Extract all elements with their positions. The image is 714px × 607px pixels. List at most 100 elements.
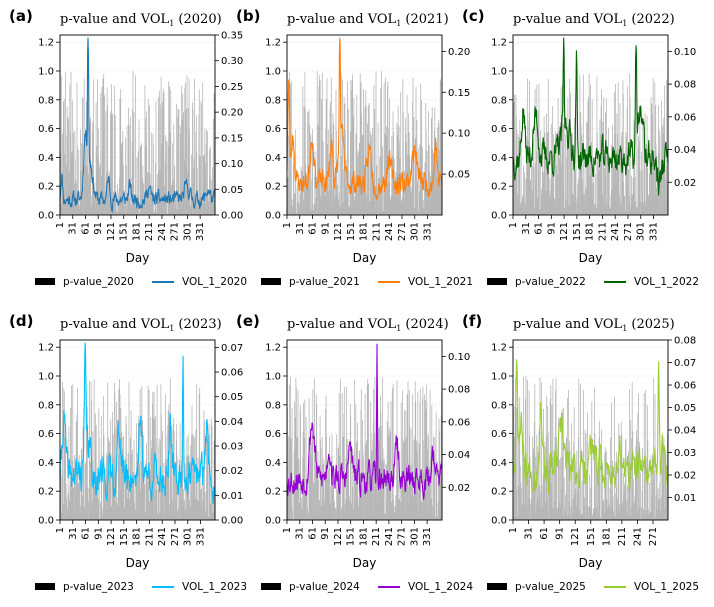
title-subscript: 1 bbox=[169, 324, 174, 333]
axes-frame bbox=[512, 34, 669, 216]
right-tick-label: 0.06 bbox=[221, 368, 243, 379]
left-tick-label: 0.0 bbox=[265, 516, 281, 527]
left-tick-label: 1.2 bbox=[491, 38, 507, 49]
right-tick-label: 0.00 bbox=[221, 211, 243, 222]
x-tick-label: 151 bbox=[119, 527, 130, 546]
vol-line bbox=[512, 359, 669, 495]
x-tick-label: 61 bbox=[80, 222, 91, 235]
x-tick-label: 241 bbox=[384, 527, 395, 546]
left-tick-label: 0.6 bbox=[491, 124, 507, 135]
axes-frame bbox=[286, 34, 443, 216]
panel-4: 0.0 0.2 0.4 0.6 0.8 1.0 1.2 0.00 0.01 0.02 0.03 0.0… bbox=[9, 312, 247, 593]
x-tick-label: 181 bbox=[132, 527, 143, 546]
title-main: p-value and VOL bbox=[513, 12, 623, 27]
left-tick-label: 1.0 bbox=[265, 67, 281, 78]
panel-6: 0.0 0.2 0.4 0.6 0.8 1.0 1.2 0.01 0.02 0.03 0.04 0.0… bbox=[462, 312, 699, 593]
legend-label-pvalue: p-value_2020 bbox=[63, 276, 134, 288]
x-tick-label: 301 bbox=[410, 222, 421, 241]
x-tick-label: 211 bbox=[617, 527, 628, 546]
left-tick-label: 0.4 bbox=[265, 458, 281, 469]
left-tick-label: 0.4 bbox=[38, 458, 54, 469]
x-axis-label: Day bbox=[353, 556, 377, 570]
legend-label-pvalue: p-value_2024 bbox=[289, 581, 360, 593]
legend-label-vol: VOL_1_2025 bbox=[634, 581, 699, 593]
x-tick-label: 151 bbox=[572, 222, 583, 241]
title-main: p-value and VOL bbox=[60, 12, 170, 27]
left-tick-label: 0.2 bbox=[265, 182, 281, 193]
x-tick-label: 241 bbox=[632, 527, 643, 546]
x-tick-label: 91 bbox=[93, 527, 104, 540]
axes-frame bbox=[59, 339, 216, 521]
x-tick-label: 1 bbox=[282, 222, 293, 228]
vol-line bbox=[59, 342, 216, 505]
panel-title: p-value and VOL1 (2022) bbox=[513, 12, 675, 28]
x-tick-label: 181 bbox=[358, 527, 369, 546]
legend-label-pvalue: p-value_2023 bbox=[63, 581, 134, 593]
x-tick-label: 271 bbox=[170, 222, 181, 241]
left-tick-label: 0.8 bbox=[38, 400, 54, 411]
panel-title: p-value and VOL1 (2021) bbox=[287, 12, 449, 28]
right-tick-label: 0.06 bbox=[674, 381, 696, 392]
title-year: (2020) bbox=[174, 12, 221, 27]
left-tick-label: 1.2 bbox=[38, 343, 54, 354]
x-tick-label: 151 bbox=[586, 527, 597, 546]
panel-3: 0.0 0.2 0.4 0.6 0.8 1.0 1.2 0.02 0.04 0.06 0.08 0.1… bbox=[462, 7, 699, 288]
x-tick-label: 121 bbox=[106, 222, 117, 241]
legend-label-vol: VOL_1_2023 bbox=[182, 581, 247, 593]
pvalue-bars bbox=[286, 71, 443, 215]
x-tick-label: 61 bbox=[539, 527, 550, 540]
x-tick-label: 31 bbox=[521, 222, 532, 235]
x-tick-label: 1 bbox=[55, 222, 66, 228]
x-tick-label: 331 bbox=[195, 222, 206, 241]
left-tick-label: 0.6 bbox=[265, 124, 281, 135]
title-main: p-value and VOL bbox=[513, 317, 623, 332]
x-tick-label: 181 bbox=[601, 527, 612, 546]
right-tick-label: 0.05 bbox=[448, 170, 470, 181]
x-tick-label: 121 bbox=[570, 527, 581, 546]
left-tick-label: 0.4 bbox=[491, 458, 507, 469]
x-tick-label: 1 bbox=[55, 527, 66, 533]
x-tick-label: 301 bbox=[636, 222, 647, 241]
left-tick-label: 1.2 bbox=[491, 343, 507, 354]
x-tick-label: 181 bbox=[585, 222, 596, 241]
x-tick-label: 211 bbox=[371, 222, 382, 241]
right-tick-label: 0.15 bbox=[448, 88, 470, 99]
legend-label-pvalue: p-value_2021 bbox=[289, 276, 360, 288]
left-tick-label: 0.0 bbox=[38, 211, 54, 222]
left-tick-label: 0.4 bbox=[265, 153, 281, 164]
x-axis-label: Day bbox=[126, 556, 150, 570]
x-tick-label: 271 bbox=[623, 222, 634, 241]
title-year: (2021) bbox=[401, 12, 448, 27]
x-tick-label: 31 bbox=[524, 527, 535, 540]
left-tick-label: 0.4 bbox=[491, 153, 507, 164]
title-main: p-value and VOL bbox=[287, 317, 397, 332]
left-tick-label: 0.0 bbox=[38, 516, 54, 527]
x-tick-label: 91 bbox=[320, 527, 331, 540]
right-tick-label: 0.10 bbox=[221, 159, 243, 170]
x-tick-label: 121 bbox=[106, 527, 117, 546]
legend-swatch-pvalue bbox=[261, 278, 281, 285]
x-tick-label: 31 bbox=[295, 222, 306, 235]
legend-label-vol: VOL_1_2022 bbox=[634, 276, 699, 288]
left-tick-label: 1.0 bbox=[265, 372, 281, 383]
x-tick-label: 31 bbox=[68, 527, 79, 540]
right-tick-label: 0.10 bbox=[448, 129, 470, 140]
right-tick-label: 0.01 bbox=[674, 493, 696, 504]
x-tick-label: 271 bbox=[648, 527, 659, 546]
right-tick-label: 0.06 bbox=[448, 417, 470, 428]
panel-label: (c) bbox=[462, 7, 485, 25]
left-tick-label: 0.0 bbox=[491, 211, 507, 222]
right-tick-label: 0.25 bbox=[221, 82, 243, 93]
right-tick-label: 0.02 bbox=[448, 483, 470, 494]
left-tick-label: 0.6 bbox=[38, 429, 54, 440]
left-tick-label: 0.8 bbox=[491, 400, 507, 411]
vol-line bbox=[286, 37, 443, 202]
left-tick-label: 0.2 bbox=[265, 487, 281, 498]
x-tick-label: 121 bbox=[559, 222, 570, 241]
left-tick-label: 1.0 bbox=[38, 67, 54, 78]
right-tick-label: 0.05 bbox=[674, 403, 696, 414]
x-axis-label: Day bbox=[126, 251, 150, 265]
panel-label: (a) bbox=[9, 7, 33, 25]
x-tick-label: 181 bbox=[359, 222, 370, 241]
left-tick-label: 0.4 bbox=[38, 153, 54, 164]
